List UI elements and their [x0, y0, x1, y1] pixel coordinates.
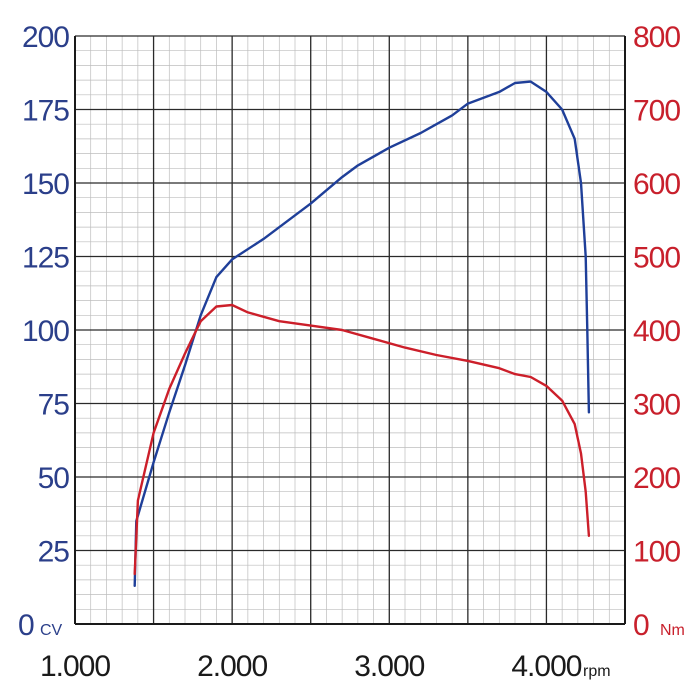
left-axis: 0 25 50 75 100 125 150 175 200 CV: [18, 21, 70, 642]
x-tick-label: 4.000: [511, 650, 581, 683]
plot-frame: [74, 36, 626, 625]
left-axis-unit: CV: [40, 622, 63, 639]
right-axis: 0 100 200 300 400 500 600 700 800 Nm: [633, 21, 685, 642]
power-curve-line: [133, 80, 591, 587]
series-group: [133, 80, 591, 587]
right-tick-label: 200: [633, 462, 680, 495]
left-tick-label: 125: [22, 242, 69, 275]
right-tick-label: 300: [633, 389, 680, 422]
right-tick-label: 500: [633, 242, 680, 275]
x-tick-label: 2.000: [197, 650, 267, 683]
right-tick-label: 0: [633, 609, 649, 642]
right-tick-label: 400: [633, 315, 680, 348]
left-tick-label: 0: [18, 609, 34, 642]
x-tick-label: 1.000: [40, 650, 110, 683]
left-tick-label: 150: [22, 168, 69, 201]
left-tick-label: 100: [22, 315, 69, 348]
right-axis-unit: Nm: [660, 622, 685, 639]
right-tick-label: 800: [633, 21, 680, 54]
right-tick-label: 600: [633, 168, 680, 201]
x-axis: 1.000 2.000 3.000 4.000 rpm: [40, 650, 611, 683]
x-tick-label: 3.000: [354, 650, 424, 683]
right-tick-label: 100: [633, 536, 680, 569]
right-tick-label: 700: [633, 95, 680, 128]
x-axis-unit: rpm: [583, 663, 611, 680]
left-tick-label: 75: [38, 389, 70, 422]
torque-curve-line: [133, 303, 591, 576]
left-tick-label: 50: [38, 462, 70, 495]
left-tick-label: 200: [22, 21, 69, 54]
left-tick-label: 25: [38, 536, 70, 569]
left-tick-label: 175: [22, 95, 69, 128]
